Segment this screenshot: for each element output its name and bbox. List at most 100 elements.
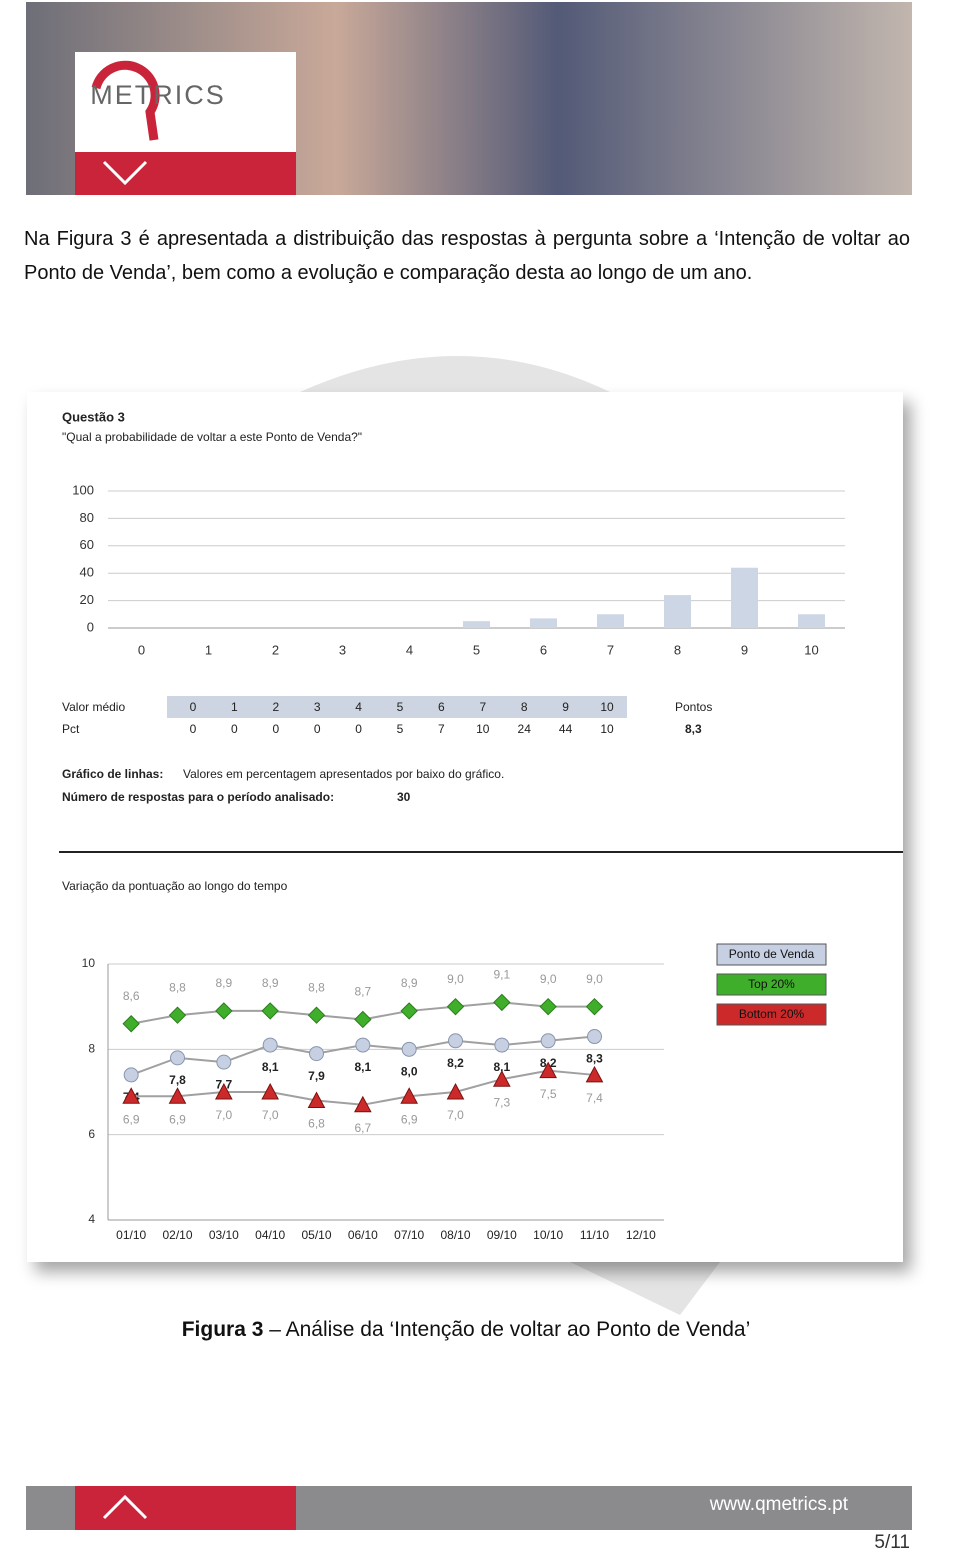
value-label: 6,9 <box>123 1112 140 1126</box>
table-pct: 24 <box>518 722 532 736</box>
value-label: 7,3 <box>493 1095 510 1109</box>
y-tick-label: 4 <box>88 1212 95 1226</box>
logo-strip <box>75 152 296 195</box>
note-label: Gráfico de linhas: <box>62 767 163 781</box>
table-category: 7 <box>479 700 486 714</box>
x-tick-label: 4 <box>406 642 413 657</box>
x-tick-label: 07/10 <box>394 1228 424 1242</box>
legend-label: Top 20% <box>748 977 795 991</box>
table-pct: 0 <box>314 722 321 736</box>
value-label: 8,8 <box>169 980 186 994</box>
table-pct: 10 <box>600 722 614 736</box>
y-tick-label: 0 <box>87 619 94 634</box>
table-pct: 7 <box>438 722 445 736</box>
value-label: 9,0 <box>586 972 603 986</box>
marker <box>400 1087 418 1104</box>
figure-caption: Figura 3 – Análise da ‘Intenção de volta… <box>0 1318 932 1342</box>
value-label: 8,9 <box>215 976 232 990</box>
y-tick-label: 10 <box>82 956 96 970</box>
marker <box>122 1087 141 1104</box>
body-paragraph: Na Figura 3 é apresentada a distribuição… <box>24 228 910 284</box>
legend-swatch <box>716 943 827 966</box>
value-label: 7,4 <box>586 1091 603 1105</box>
logo-text: METRICS <box>90 80 226 110</box>
x-tick-label: 3 <box>339 642 346 657</box>
chart-title: Variação da pontuação ao longo do tempo <box>62 879 288 893</box>
score-value: 8,3 <box>685 722 702 736</box>
marker <box>448 1033 463 1049</box>
x-tick-label: 05/10 <box>301 1228 331 1242</box>
marker <box>585 1065 604 1083</box>
value-label: 8,6 <box>123 989 140 1003</box>
table-category: 8 <box>521 700 528 714</box>
page-number: 5/11 <box>874 1532 910 1553</box>
table-category: 10 <box>600 700 614 714</box>
value-label: 9,1 <box>493 968 510 982</box>
legend-swatch <box>716 973 827 996</box>
table-header-bg <box>167 696 627 718</box>
value-label: 6,9 <box>401 1112 418 1126</box>
x-tick-label: 12/10 <box>626 1228 656 1242</box>
table-category: 9 <box>562 700 569 714</box>
marker <box>540 1033 556 1049</box>
table-category: 4 <box>355 700 362 714</box>
marker <box>493 1070 511 1087</box>
marker <box>307 1091 326 1109</box>
legend-label: Ponto de Venda <box>729 947 815 961</box>
x-tick-label: 02/10 <box>162 1228 192 1242</box>
note-label: Número de respostas para o período anali… <box>62 790 334 804</box>
value-label: 8,3 <box>586 1052 603 1066</box>
x-tick-label: 10 <box>804 642 818 657</box>
score-label: Pontos <box>675 700 712 714</box>
x-tick-label: 2 <box>272 642 279 657</box>
x-tick-label: 5 <box>473 642 480 657</box>
bar <box>463 621 490 628</box>
table-category: 5 <box>397 700 404 714</box>
footer-url: www.qmetrics.pt <box>709 1494 849 1515</box>
table-category: 0 <box>190 700 197 714</box>
marker <box>122 1015 140 1033</box>
table-pct: 0 <box>355 722 362 736</box>
x-tick-label: 01/10 <box>116 1228 146 1242</box>
responses-value: 30 <box>397 790 411 804</box>
marker <box>400 1002 418 1020</box>
table-pct: 10 <box>476 722 490 736</box>
caption-text: – Análise da ‘Intenção de voltar ao Pont… <box>263 1318 751 1341</box>
value-label: 7,0 <box>215 1108 232 1122</box>
marker <box>168 1087 187 1104</box>
x-tick-label: 10/10 <box>533 1228 563 1242</box>
value-label: 9,0 <box>540 972 557 986</box>
x-tick-label: 08/10 <box>440 1228 470 1242</box>
y-tick-label: 100 <box>72 482 94 497</box>
value-label: 6,8 <box>308 1117 325 1131</box>
y-tick-label: 80 <box>80 510 94 525</box>
x-tick-label: 9 <box>741 642 748 657</box>
chart-title: Questão 3 <box>62 409 125 424</box>
value-label: 8,1 <box>262 1060 279 1074</box>
table-pct: 5 <box>397 722 404 736</box>
bar <box>664 595 691 628</box>
marker <box>123 1067 139 1083</box>
value-label: 6,7 <box>354 1121 371 1135</box>
chevron <box>102 160 148 186</box>
backdrop-arc <box>570 1262 720 1315</box>
table-category: 6 <box>438 700 445 714</box>
marker <box>168 1006 187 1024</box>
marker <box>309 1046 324 1062</box>
x-tick-label: 1 <box>205 642 212 657</box>
marker <box>354 1010 372 1029</box>
marker <box>446 997 465 1016</box>
table-pct: 0 <box>231 722 238 736</box>
table-pct: 44 <box>559 722 573 736</box>
marker <box>307 1006 326 1024</box>
bar <box>597 614 624 628</box>
y-tick-label: 6 <box>88 1127 95 1141</box>
marker <box>446 1082 465 1100</box>
marker <box>354 1095 372 1113</box>
value-label: 8,8 <box>308 980 325 994</box>
value-label: 7,9 <box>308 1069 325 1083</box>
marker <box>262 1037 278 1053</box>
marker <box>215 1002 233 1020</box>
value-label: 7,8 <box>169 1073 186 1087</box>
